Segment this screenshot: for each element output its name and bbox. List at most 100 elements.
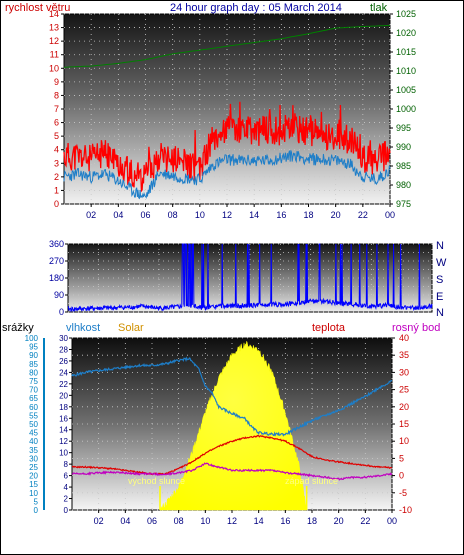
panel3-marks	[71, 340, 393, 511]
humidity-tick-label: 22	[59, 380, 68, 389]
panel3-xtick-label: 22	[360, 516, 370, 526]
temperature-tick-label: -10	[399, 505, 412, 515]
humidity-tick-label: 26	[59, 357, 68, 366]
panel2-grid	[68, 243, 433, 313]
panel3-xtick-label: 14	[254, 516, 264, 526]
compass-s: S	[436, 274, 443, 286]
panel1-marks	[63, 24, 391, 200]
humidity-tick-label: 12	[59, 437, 68, 446]
temperature-tick-label: -5	[399, 488, 407, 498]
rain-tick-label: 50	[29, 420, 38, 429]
panel3-xtick-label: 06	[147, 516, 157, 526]
panel1-xtick-label: 14	[249, 210, 259, 220]
compass-n-bottom: N	[436, 307, 444, 319]
pressure-line	[63, 24, 391, 68]
panel1-ytick-label: 2	[54, 172, 59, 182]
axes: 0123456789101112131497598098599099510001…	[25, 9, 416, 526]
rain-tick-label: 55	[29, 411, 38, 420]
panel1-xtick-label: 10	[195, 210, 205, 220]
panel1-ytick-label: 12	[49, 36, 59, 46]
rain-tick-label: 0	[34, 506, 39, 515]
rain-tick-label: 40	[29, 437, 38, 446]
chart-title: 24 hour graph day : 05 March 2014	[170, 2, 342, 14]
temperature-tick-label: 30	[399, 367, 409, 377]
pressure-label: tlak	[370, 2, 388, 14]
panel2-ytick-label: 90	[54, 290, 64, 300]
rain-tick-label: 70	[29, 386, 38, 395]
temperature-tick-label: 5	[399, 453, 404, 463]
humidity-tick-label: 0	[64, 506, 69, 515]
panel3-xtick-label: 12	[227, 516, 237, 526]
panel3-xtick-label: 10	[200, 516, 210, 526]
panel1-xtick-label: 08	[168, 210, 178, 220]
rain-tick-label: 100	[25, 334, 39, 343]
panel1-ytick-label: 4	[54, 145, 59, 155]
panel1-xtick-label: 04	[113, 210, 123, 220]
compass-n-top: N	[436, 240, 444, 252]
solar-label: Solar	[118, 322, 144, 334]
humidity-tick-label: 10	[59, 449, 68, 458]
panel1-xtick-label: 18	[303, 210, 313, 220]
rain-tick-label: 85	[29, 360, 38, 369]
compass-labels: N W S E N	[436, 240, 447, 319]
humidity-tick-label: 20	[59, 391, 68, 400]
humidity-tick-label: 8	[64, 460, 69, 469]
panel1-ytick-label: 14	[49, 9, 59, 19]
humidity-line	[71, 356, 393, 437]
panel1-ytick-label: 8	[54, 90, 59, 100]
panel1-xtick-label: 20	[331, 210, 341, 220]
humidity-tick-label: 14	[59, 426, 68, 435]
wind-speed-label: rychlost větru	[5, 2, 70, 14]
panel1-ytick-label: 7	[54, 104, 59, 114]
rain-tick-label: 60	[29, 403, 38, 412]
panel3-xtick-label: 18	[307, 516, 317, 526]
temperature-tick-label: 20	[399, 402, 409, 412]
dew-point-line	[71, 462, 393, 481]
dew-point-label: rosný bod	[392, 322, 440, 334]
humidity-tick-label: 24	[59, 368, 68, 377]
panel3-xtick-label: 20	[334, 516, 344, 526]
panel1-ytick-label: 9	[54, 77, 59, 87]
sunrise-label: východ slunce	[128, 476, 185, 486]
panel1-y2tick-label: 1015	[396, 47, 416, 57]
panel2-ytick-label: 180	[49, 273, 64, 283]
panel1-ytick-label: 3	[54, 158, 59, 168]
panel1-ytick-label: 6	[54, 118, 59, 128]
temperature-tick-label: 25	[399, 385, 409, 395]
panel3-xtick-label: 08	[174, 516, 184, 526]
panel3-xtick-label: 04	[120, 516, 130, 526]
panel1-ytick-label: 13	[49, 23, 59, 33]
compass-e: E	[436, 291, 443, 303]
rain-tick-label: 65	[29, 394, 38, 403]
temperature-tick-label: 10	[399, 436, 409, 446]
rain-tick-label: 15	[29, 480, 38, 489]
panel1-xtick-label: 02	[86, 210, 96, 220]
rain-tick-label: 95	[29, 343, 38, 352]
humidity-tick-label: 4	[64, 483, 69, 492]
rain-tick-label: 25	[29, 463, 38, 472]
temperature-label: teplota	[312, 322, 346, 334]
temperature-line	[71, 434, 393, 476]
panel3-xtick-label: 16	[280, 516, 290, 526]
panel1-xtick-label: 00	[385, 210, 395, 220]
wind-gust-line	[63, 101, 391, 193]
panel1-y2tick-label: 990	[396, 142, 411, 152]
rain-tick-label: 10	[29, 489, 38, 498]
humidity-tick-label: 6	[64, 472, 69, 481]
panel3-xtick-label: 02	[94, 516, 104, 526]
panel1-ytick-label: 5	[54, 131, 59, 141]
humidity-tick-label: 28	[59, 345, 68, 354]
humidity-label: vlhkost	[66, 322, 100, 334]
humidity-tick-label: 16	[59, 414, 68, 423]
panel3-xtick-label: 00	[387, 516, 397, 526]
panel1-y2tick-label: 980	[396, 180, 411, 190]
rain-tick-label: 75	[29, 377, 38, 386]
humidity-tick-label: 18	[59, 403, 68, 412]
rain-tick-label: 80	[29, 368, 38, 377]
temperature-tick-label: 15	[399, 419, 409, 429]
temperature-tick-label: 0	[399, 471, 404, 481]
humidity-tick-label: 2	[64, 495, 69, 504]
compass-w: W	[436, 257, 447, 269]
panel1-y2tick-label: 1020	[396, 28, 416, 38]
